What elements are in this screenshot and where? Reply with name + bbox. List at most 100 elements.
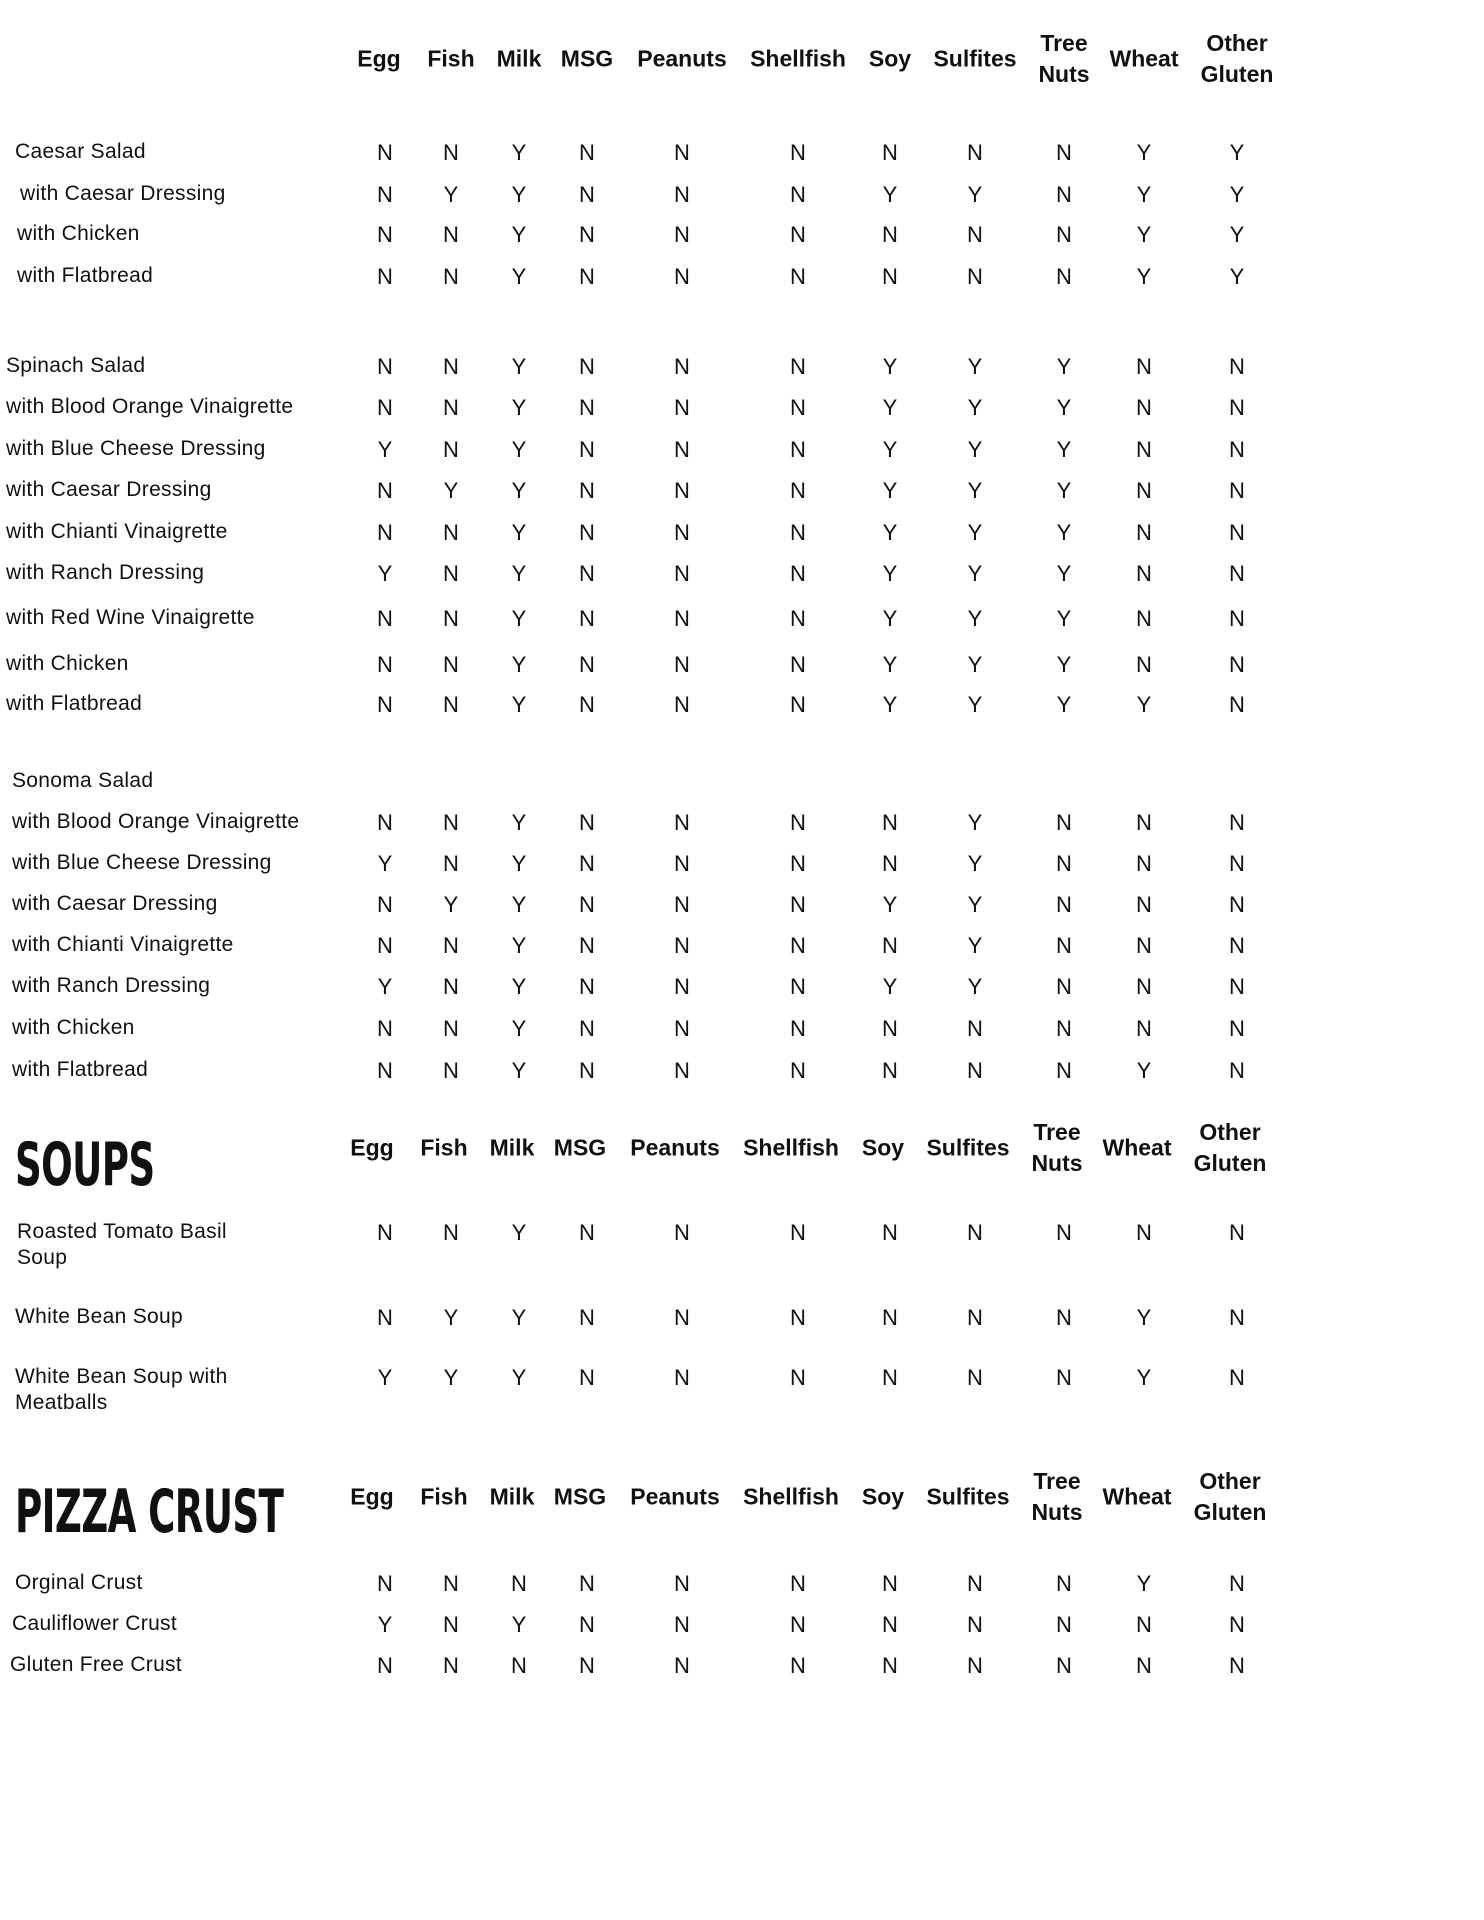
column-header: Other Gluten <box>1200 30 1274 87</box>
allergen-value: Y <box>1056 606 1072 631</box>
allergen-value: N <box>674 851 690 876</box>
allergen-value: N <box>1056 1653 1072 1678</box>
allergen-value: N <box>967 1305 983 1330</box>
allergen-value: Y <box>882 892 898 917</box>
allergen-value: N <box>882 1016 898 1041</box>
allergen-value: N <box>443 354 459 379</box>
allergen-value: N <box>1229 1305 1245 1330</box>
allergen-value: N <box>443 1220 459 1245</box>
allergen-value: Y <box>511 1612 527 1637</box>
allergen-value: Y <box>1056 395 1072 420</box>
allergen-value: N <box>579 395 595 420</box>
allergen-value: N <box>674 395 690 420</box>
allergen-value: N <box>579 1016 595 1041</box>
allergen-value: Y <box>511 1220 527 1245</box>
allergen-value: N <box>790 395 806 420</box>
allergen-value: N <box>377 520 393 545</box>
allergen-value: Y <box>511 140 527 165</box>
allergen-value: N <box>1229 606 1245 631</box>
column-header: Shellfish <box>750 45 846 72</box>
allergen-value: N <box>377 222 393 247</box>
allergen-value: N <box>377 692 393 717</box>
column-header: Peanuts <box>630 1134 720 1161</box>
row-label: Orginal Crust <box>15 1571 143 1594</box>
row-label: with Flatbread <box>17 264 154 287</box>
allergen-value: N <box>790 810 806 835</box>
allergen-value: Y <box>1229 264 1245 289</box>
allergen-value: N <box>1136 354 1152 379</box>
allergen-value: N <box>882 1305 898 1330</box>
column-header: Egg <box>350 1483 394 1510</box>
allergen-value: Y <box>967 561 983 586</box>
row-label: with Blue Cheese Dressing <box>6 437 266 460</box>
allergen-value: Y <box>511 520 527 545</box>
allergen-value: Y <box>377 561 393 586</box>
row-label: with Flatbread <box>6 692 143 715</box>
allergen-value: N <box>967 222 983 247</box>
allergen-value: Y <box>377 437 393 462</box>
allergen-value: Y <box>967 437 983 462</box>
allergen-value: N <box>790 140 806 165</box>
row-label: with Ranch Dressing <box>6 561 205 584</box>
allergen-value: N <box>1056 933 1072 958</box>
allergen-value: N <box>1136 1016 1152 1041</box>
column-header: Fish <box>420 1483 468 1510</box>
allergen-value: N <box>790 1571 806 1596</box>
allergen-value: N <box>1136 478 1152 503</box>
allergen-value: N <box>377 478 393 503</box>
allergen-value: N <box>1229 851 1245 876</box>
allergen-value: N <box>967 1653 983 1678</box>
allergen-value: N <box>882 851 898 876</box>
allergen-value: N <box>443 140 459 165</box>
allergen-value: N <box>1229 1571 1245 1596</box>
allergen-value: N <box>1056 1612 1072 1637</box>
allergen-value: N <box>1136 652 1152 677</box>
allergen-value: Y <box>882 354 898 379</box>
allergen-value: N <box>579 1365 595 1390</box>
allergen-value: Y <box>511 974 527 999</box>
allergen-value: Y <box>967 810 983 835</box>
column-header: Soy <box>868 45 912 72</box>
allergen-value: N <box>1229 810 1245 835</box>
allergen-value: N <box>967 1058 983 1083</box>
allergen-value: N <box>790 692 806 717</box>
allergen-value: N <box>674 264 690 289</box>
row-label: with Caesar Dressing <box>20 182 226 205</box>
allergen-value: N <box>1136 1653 1152 1678</box>
allergen-value: N <box>674 933 690 958</box>
allergen-value: N <box>674 892 690 917</box>
allergen-value: Y <box>882 182 898 207</box>
allergen-value: N <box>377 354 393 379</box>
allergen-value: N <box>579 1058 595 1083</box>
allergen-value: N <box>579 561 595 586</box>
allergen-value: Y <box>1136 264 1152 289</box>
allergen-value: N <box>377 1305 393 1330</box>
allergen-value: N <box>882 222 898 247</box>
allergen-value: N <box>790 1016 806 1041</box>
allergen-value: N <box>579 1612 595 1637</box>
allergen-value: N <box>579 264 595 289</box>
allergen-value: Y <box>511 810 527 835</box>
allergen-value: N <box>1056 810 1072 835</box>
allergen-value: N <box>1136 1220 1152 1245</box>
allergen-value: N <box>1136 933 1152 958</box>
row-label: White Bean Soup with Meatballs <box>15 1365 228 1414</box>
allergen-value: N <box>882 1571 898 1596</box>
row-label: with Blue Cheese Dressing <box>12 851 272 874</box>
allergen-value: Y <box>1229 222 1245 247</box>
allergen-value: N <box>790 520 806 545</box>
allergen-value: N <box>579 222 595 247</box>
allergen-value: Y <box>1136 1571 1152 1596</box>
allergen-value: N <box>579 892 595 917</box>
row-label: with Blood Orange Vinaigrette <box>12 810 300 833</box>
allergen-value: N <box>579 520 595 545</box>
allergen-value: N <box>377 1571 393 1596</box>
allergen-value: N <box>1229 395 1245 420</box>
allergen-value: N <box>790 354 806 379</box>
allergen-value: N <box>579 182 595 207</box>
row-label: with Red Wine Vinaigrette <box>6 606 255 629</box>
allergen-value: Y <box>882 606 898 631</box>
allergen-value: N <box>674 1016 690 1041</box>
allergen-value: Y <box>967 892 983 917</box>
allergen-value: N <box>790 652 806 677</box>
